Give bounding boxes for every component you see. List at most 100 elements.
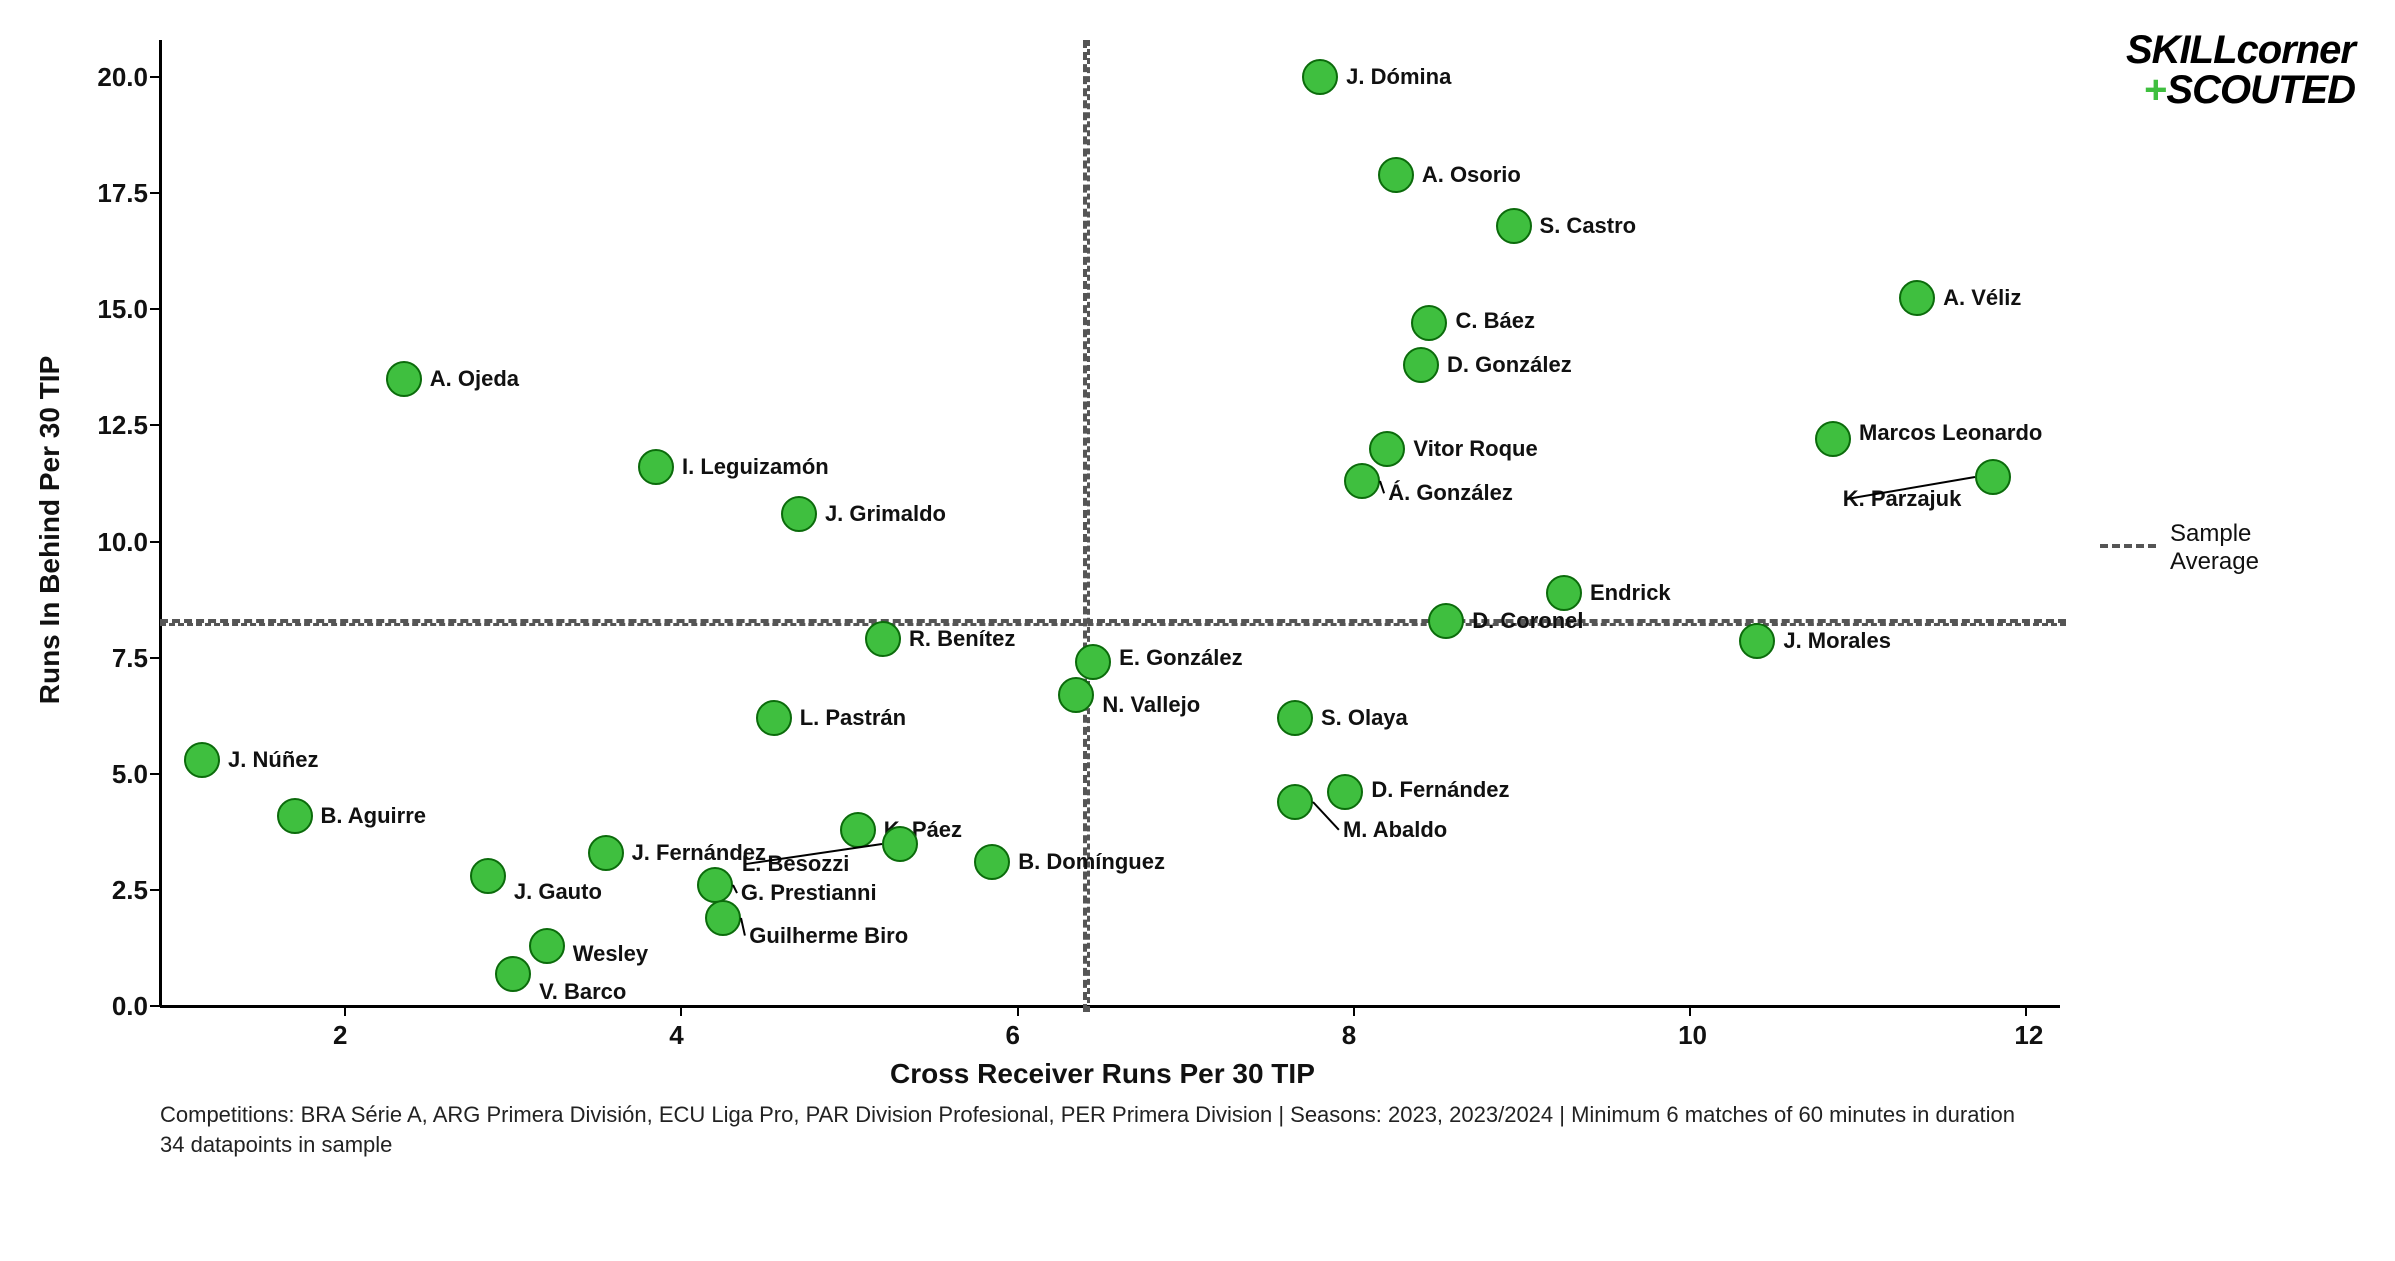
scatter-chart: SKILL corner + SCOUTED 246810120.02.55.0… [0, 0, 2395, 1261]
data-point [638, 449, 674, 485]
y-tick-label: 7.5 [88, 643, 148, 674]
x-tick [680, 1006, 682, 1016]
y-tick [150, 773, 160, 775]
y-tick-label: 15.0 [88, 294, 148, 325]
data-point [495, 956, 531, 992]
data-point [1075, 644, 1111, 680]
footer-line-2: 34 datapoints in sample [160, 1132, 392, 1158]
x-tick [1353, 1006, 1355, 1016]
x-axis-line [160, 1005, 2060, 1008]
data-point-label: D. Coronel [1472, 608, 1583, 634]
data-point-label: J. Grimaldo [825, 501, 946, 527]
data-point-label: B. Domínguez [1018, 849, 1165, 875]
data-point [1899, 280, 1935, 316]
data-point-label: J. Gauto [514, 879, 602, 905]
data-point-label: D. Fernández [1371, 777, 1509, 803]
data-point [1428, 603, 1464, 639]
data-point-label: J. Dómina [1346, 64, 1451, 90]
x-tick-label: 6 [1006, 1020, 1020, 1051]
x-tick-label: 10 [1678, 1020, 1707, 1051]
data-point [1302, 59, 1338, 95]
y-tick-label: 12.5 [88, 410, 148, 441]
data-point-label: A. Véliz [1943, 285, 2021, 311]
data-point-label: Marcos Leonardo [1859, 420, 2042, 446]
data-point-label: Vitor Roque [1413, 436, 1537, 462]
x-tick-label: 12 [2014, 1020, 2043, 1051]
label-leader-line [732, 885, 738, 894]
data-point-label: J. Fernández [632, 840, 766, 866]
data-point [529, 928, 565, 964]
data-point [1369, 431, 1405, 467]
data-point [1277, 784, 1313, 820]
data-point-label: Á. González [1388, 480, 1513, 506]
data-point [1815, 421, 1851, 457]
data-point-label: M. Abaldo [1343, 817, 1447, 843]
data-point [1739, 623, 1775, 659]
y-tick-label: 0.0 [88, 991, 148, 1022]
data-point-label: G. Prestianni [741, 880, 877, 906]
data-point [277, 798, 313, 834]
label-leader-line [1379, 481, 1385, 494]
data-point [974, 844, 1010, 880]
data-point-label: Wesley [573, 941, 648, 967]
y-tick [150, 541, 160, 543]
data-point-label: A. Osorio [1422, 162, 1521, 188]
y-tick-label: 2.5 [88, 875, 148, 906]
legend-label-line1: Sample [2170, 520, 2251, 548]
data-point [184, 742, 220, 778]
data-point [1411, 305, 1447, 341]
data-point [705, 900, 741, 936]
y-tick [150, 76, 160, 78]
data-point [386, 361, 422, 397]
data-point [588, 835, 624, 871]
data-point-label: S. Olaya [1321, 705, 1408, 731]
y-tick-label: 20.0 [88, 62, 148, 93]
data-point-label: Guilherme Biro [749, 923, 908, 949]
data-point-label: L. Pastrán [800, 705, 906, 731]
data-point-label: J. Núñez [228, 747, 318, 773]
logo-plus: + [2144, 70, 2166, 110]
y-tick-label: 17.5 [88, 178, 148, 209]
y-tick-label: 10.0 [88, 527, 148, 558]
data-point [1546, 575, 1582, 611]
data-point [1975, 459, 2011, 495]
x-tick [344, 1006, 346, 1016]
data-point [697, 867, 733, 903]
brand-logo: SKILL corner + SCOUTED [2126, 30, 2355, 110]
data-point-label: J. Morales [1783, 628, 1891, 654]
x-tick [2025, 1006, 2027, 1016]
y-tick [150, 889, 160, 891]
y-tick [150, 424, 160, 426]
data-point [840, 812, 876, 848]
data-point-label: S. Castro [1540, 213, 1637, 239]
y-tick [150, 192, 160, 194]
legend-label-line2: Average [2170, 548, 2259, 576]
data-point [1277, 700, 1313, 736]
avg-line-horizontal [160, 619, 2066, 626]
data-point-label: I. Leguizamón [682, 454, 829, 480]
data-point [1344, 463, 1380, 499]
data-point [1327, 774, 1363, 810]
y-axis-line [159, 40, 162, 1006]
data-point [882, 826, 918, 862]
data-point-label: D. González [1447, 352, 1572, 378]
data-point-label: R. Benítez [909, 626, 1015, 652]
x-tick-label: 4 [669, 1020, 683, 1051]
logo-word-scouted: SCOUTED [2166, 70, 2355, 110]
data-point [865, 621, 901, 657]
data-point-label: Endrick [1590, 580, 1671, 606]
data-point-label: C. Báez [1455, 308, 1534, 334]
data-point [781, 496, 817, 532]
logo-word-skill: SKILL [2126, 30, 2237, 70]
x-tick-label: 2 [333, 1020, 347, 1051]
y-tick [150, 1005, 160, 1007]
footer-line-1: Competitions: BRA Série A, ARG Primera D… [160, 1102, 2015, 1128]
x-axis-title: Cross Receiver Runs Per 30 TIP [890, 1058, 1315, 1090]
data-point [1403, 347, 1439, 383]
data-point [1378, 157, 1414, 193]
legend-dash-icon [2100, 544, 2156, 548]
label-leader-line [740, 918, 746, 936]
y-tick [150, 657, 160, 659]
data-point [1496, 208, 1532, 244]
data-point-label: V. Barco [539, 979, 626, 1005]
